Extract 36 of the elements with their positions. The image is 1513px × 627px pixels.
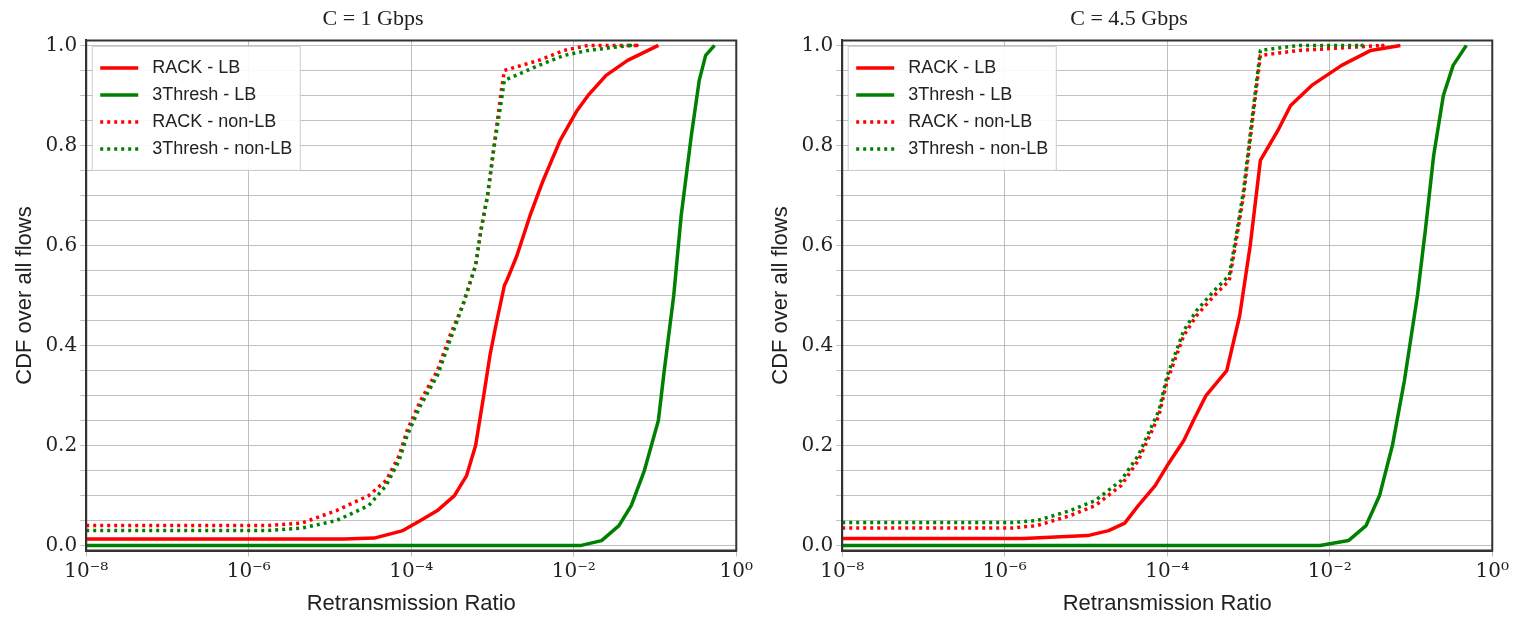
- x-tick-label: 10⁻⁸: [64, 557, 109, 582]
- chart-title: C = 4.5 Gbps: [1070, 4, 1188, 30]
- y-tick-label: 0.2: [45, 431, 78, 456]
- y-tick-label: 0.8: [45, 131, 78, 156]
- x-tick-label: 10⁰: [719, 557, 753, 582]
- x-axis-title: Retransmission Ratio: [306, 589, 516, 615]
- y-tick-label: 1.0: [801, 31, 834, 56]
- x-tick-label: 10⁻⁶: [982, 557, 1027, 582]
- legend-label: 3Thresh - LB: [908, 83, 1013, 104]
- legend-label: RACK - non-LB: [908, 110, 1033, 131]
- y-tick-label: 0.2: [801, 431, 834, 456]
- legend-label: 3Thresh - LB: [152, 83, 257, 104]
- legend-label: 3Thresh - non-LB: [152, 137, 293, 158]
- y-tick-label: 0.4: [45, 331, 78, 356]
- y-axis-title: CDF over all flows: [11, 206, 37, 385]
- x-tick-label: 10⁻⁶: [226, 557, 271, 582]
- x-tick-label: 10⁻⁸: [820, 557, 865, 582]
- x-tick-label: 10⁰: [1475, 557, 1509, 582]
- y-tick-label: 0.6: [45, 231, 78, 256]
- y-tick-label: 1.0: [45, 31, 78, 56]
- legend-label: 3Thresh - non-LB: [908, 137, 1049, 158]
- y-tick-label: 0.8: [801, 131, 834, 156]
- x-axis-title: Retransmission Ratio: [1062, 589, 1272, 615]
- legend-label: RACK - LB: [908, 56, 997, 77]
- x-tick-label: 10⁻²: [551, 557, 596, 582]
- y-tick-label: 0.6: [801, 231, 834, 256]
- x-tick-label: 10⁻⁴: [1145, 557, 1190, 582]
- y-tick-label: 0.0: [801, 531, 834, 556]
- x-tick-label: 10⁻²: [1307, 557, 1352, 582]
- y-axis-title: CDF over all flows: [767, 206, 793, 385]
- chart-title: C = 1 Gbps: [322, 4, 424, 30]
- y-tick-label: 0.4: [801, 331, 834, 356]
- legend-label: RACK - LB: [152, 56, 241, 77]
- x-tick-label: 10⁻⁴: [389, 557, 434, 582]
- y-tick-label: 0.0: [45, 531, 78, 556]
- legend-label: RACK - non-LB: [152, 110, 277, 131]
